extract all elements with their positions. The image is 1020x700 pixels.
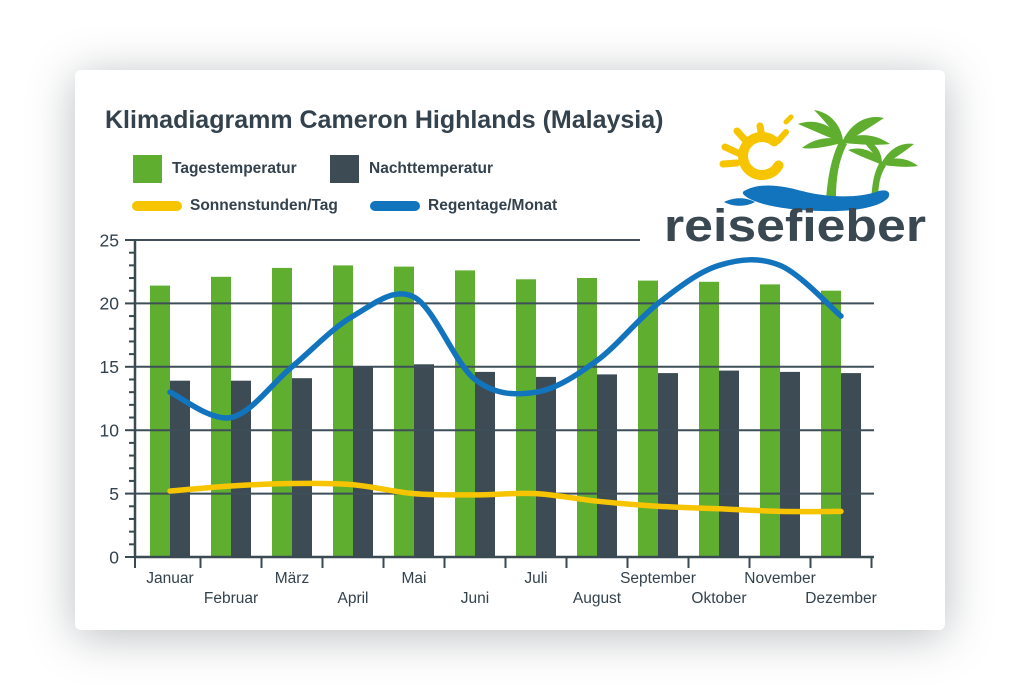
- bar-nachttemperatur-januar: [170, 380, 190, 557]
- x-axis-label-august: August: [573, 590, 622, 607]
- x-axis-label-dezember: Dezember: [805, 590, 877, 607]
- chart-title: Klimadiagramm Cameron Highlands (Malaysi…: [105, 106, 664, 134]
- legend-label: Regentage/Monat: [428, 197, 558, 214]
- legend-label: Sonnenstunden/Tag: [190, 197, 338, 214]
- bar-nachttemperatur-juli: [536, 376, 556, 557]
- sunshine-line-swatch: [132, 201, 182, 211]
- bars-group: [150, 265, 861, 557]
- bar-nachttemperatur-dezember: [841, 373, 861, 557]
- bar-tagestemperatur-november: [760, 284, 780, 557]
- climate-chart-card: Klimadiagramm Cameron Highlands (Malaysi…: [75, 70, 945, 630]
- x-axis-label-april: April: [337, 590, 368, 607]
- legend-item-sunshine-hours: Sonnenstunden/Tag: [132, 197, 338, 215]
- y-axis-label-25: 25: [100, 230, 119, 250]
- legend-label: Tagestemperatur: [172, 160, 297, 177]
- axes-group: [125, 239, 874, 568]
- bar-nachttemperatur-oktober: [719, 370, 739, 557]
- x-axis-label-juli: Juli: [524, 570, 547, 587]
- reisefieber-logo: reisefieber: [650, 110, 940, 251]
- bar-nachttemperatur-mai: [414, 364, 434, 557]
- bar-nachttemperatur-september: [658, 373, 678, 557]
- bar-tagestemperatur-märz: [272, 267, 292, 557]
- y-axis-label-0: 0: [109, 547, 119, 567]
- bar-nachttemperatur-februar: [231, 380, 251, 557]
- climate-chart: 0 5 10 15 20 25 Januar Februar März April Mai Juni J…: [100, 230, 877, 607]
- logo-wordmark: reisefieber: [664, 200, 926, 250]
- bar-tagestemperatur-januar: [150, 285, 170, 557]
- bar-tagestemperatur-august: [577, 278, 597, 557]
- axis-labels-group: 0 5 10 15 20 25 Januar Februar März April Mai Juni J…: [100, 230, 877, 607]
- night-temperature-swatch: [330, 155, 359, 183]
- bar-tagestemperatur-oktober: [699, 281, 719, 557]
- x-axis-label-februar: Februar: [204, 590, 258, 607]
- legend-label: Nachttemperatur: [369, 160, 494, 177]
- day-temperature-swatch: [133, 155, 162, 183]
- y-axis-label-20: 20: [100, 294, 120, 314]
- x-axis-label-juni: Juni: [461, 590, 489, 607]
- line-sonnenstunden-tag: [167, 480, 844, 515]
- x-axis-label-märz: März: [275, 570, 309, 587]
- rain-line-swatch: [370, 201, 420, 211]
- y-axis-label-5: 5: [109, 484, 119, 504]
- x-axis-label-november: November: [744, 570, 816, 587]
- line-regentage-monat: [167, 257, 844, 421]
- x-axis-label-oktober: Oktober: [691, 590, 746, 607]
- bar-tagestemperatur-mai: [394, 266, 414, 557]
- y-axis-label-15: 15: [100, 357, 119, 377]
- bar-nachttemperatur-juni: [475, 371, 495, 557]
- x-axis-label-september: September: [620, 570, 696, 587]
- water-wave-icon: [724, 185, 890, 212]
- legend-item-night-temperature: Nachttemperatur: [330, 155, 493, 183]
- y-axis-label-10: 10: [100, 421, 120, 441]
- bar-tagestemperatur-dezember: [821, 290, 841, 557]
- bar-nachttemperatur-november: [780, 371, 800, 557]
- x-axis-label-januar: Januar: [146, 570, 193, 587]
- bar-tagestemperatur-juni: [455, 270, 475, 557]
- bar-tagestemperatur-april: [333, 265, 353, 557]
- logo-graphic: reisefieber: [664, 110, 926, 251]
- palm-trees-icon: [798, 110, 918, 202]
- bar-tagestemperatur-juli: [516, 279, 536, 557]
- bar-tagestemperatur-september: [638, 280, 658, 557]
- legend-item-rain-days: Regentage/Monat: [370, 197, 557, 215]
- legend-item-day-temperature: Tagestemperatur: [133, 155, 297, 183]
- x-axis-label-mai: Mai: [402, 570, 427, 587]
- bar-nachttemperatur-märz: [292, 378, 312, 557]
- sun-crescent: [738, 132, 784, 180]
- bar-nachttemperatur-april: [353, 366, 373, 557]
- bar-nachttemperatur-august: [597, 374, 617, 557]
